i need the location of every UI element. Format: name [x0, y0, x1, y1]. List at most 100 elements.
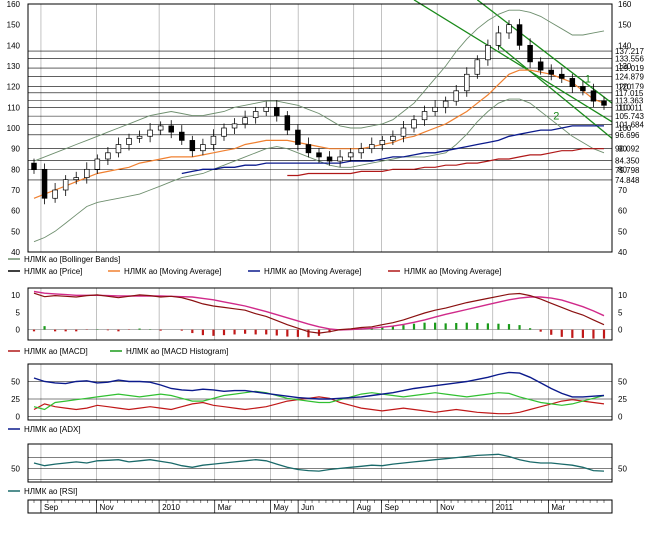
price-level-bg-10 [613, 130, 649, 139]
adx-line [33, 371, 605, 400]
macd-panel: 0 0 5 5 10 10 НЛМК ао [MACD] НЛМК ао [MACD Hist… [8, 287, 627, 356]
price-tick-right-8: 120 [618, 83, 632, 92]
candle-body-36 [411, 119, 417, 129]
candle-body-35 [400, 127, 407, 137]
price-tick-left-12: 160 [7, 0, 21, 9]
price-level-label-8: 105.743 [615, 112, 644, 121]
bollinger-upper-line [33, 9, 605, 162]
price-level-bg-11 [613, 144, 649, 153]
candle-body-27 [316, 152, 322, 158]
candle-body-7 [105, 152, 111, 160]
price-level-bg-0 [613, 47, 649, 56]
price-level-bg-4 [613, 82, 649, 91]
price-level-bg-9 [613, 120, 649, 129]
candle-body-10 [136, 135, 143, 139]
candle-body-15 [189, 140, 196, 152]
candle-body-45 [506, 24, 512, 34]
price-level-label-6: 113.363 [615, 96, 644, 105]
price-tick-right-12: 160 [618, 0, 632, 9]
price-tick-right-7: 110 [618, 103, 631, 112]
price-level-label-1: 133.556 [615, 55, 644, 64]
time-axis-label-1: Nov [100, 503, 114, 512]
macd-tick-right-2: 10 [618, 291, 627, 300]
candle-body-53 [590, 90, 597, 102]
candle-body-23 [274, 106, 280, 116]
price-tick-left-0: 40 [11, 248, 20, 257]
price-legend-row2-label-2: НЛМК ао [Moving Average] [264, 267, 361, 276]
candle-body-9 [126, 137, 132, 145]
candle-body-4 [73, 177, 79, 181]
candle-body-12 [157, 125, 164, 131]
time-axis: Sep Nov 2010 Mar May Jun Aug Sep Nov 2011 Mar [27, 499, 613, 514]
price-tick-left-2: 60 [11, 207, 20, 216]
candle-body-38 [432, 106, 438, 112]
macd-tick-left-0: 0 [16, 326, 21, 335]
time-axis-label-3: Mar [218, 503, 232, 512]
macd-frame [27, 287, 613, 341]
candle-body-3 [62, 179, 69, 191]
ma-fast-line [33, 69, 605, 199]
time-axis-label-2: 2010 [162, 503, 180, 512]
price-level-label-7: 110.011 [615, 103, 643, 112]
channel-line-upper [413, 0, 613, 123]
price-level-bg-5 [613, 88, 649, 97]
candle-body-39 [442, 100, 449, 108]
price-level-label-4: 120.179 [615, 82, 644, 91]
candle-body-44 [495, 32, 502, 46]
time-axis-label-0: Sep [44, 503, 59, 512]
time-axis-label-9: 2011 [496, 503, 514, 512]
price-level-label-12: 84.350 [615, 156, 640, 165]
price-tick-right-2: 60 [618, 207, 627, 216]
price-legend-row1-label-0: НЛМК ао [Bollinger Bands] [24, 255, 120, 264]
price-level-bg-14 [613, 175, 649, 184]
adx-tick-right-0: 0 [618, 413, 623, 422]
candle-body-31 [358, 148, 364, 154]
channel-line-middle [476, 0, 613, 104]
price-tick-left-1: 50 [11, 227, 20, 236]
price-frame [27, 3, 613, 253]
price-tick-right-6: 100 [618, 124, 632, 133]
price-tick-right-1: 50 [618, 227, 627, 236]
adx-frame [27, 363, 613, 421]
macd-tick-right-0: 0 [618, 326, 623, 335]
time-axis-label-7: Sep [385, 503, 400, 512]
candle-body-0 [31, 162, 37, 170]
price-tick-right-4: 80 [618, 165, 627, 174]
macd-tick-left-1: 5 [16, 308, 21, 317]
price-level-label-0: 137.217 [615, 47, 644, 56]
rsi-legend-label-0: НЛМК ао [RSI] [24, 487, 77, 496]
candle-body-49 [548, 69, 554, 75]
candle-body-26 [305, 144, 312, 154]
price-level-bg-7 [613, 103, 649, 112]
price-level-bg-3 [613, 72, 649, 81]
price-level-label-9: 101.684 [615, 121, 644, 130]
channel-label-2: 2 [553, 111, 559, 123]
time-axis-label-6: Aug [357, 503, 371, 512]
time-axis-label-4: May [273, 503, 288, 512]
rsi-frame [27, 443, 613, 483]
candle-body-2 [52, 189, 58, 199]
macd-line [33, 292, 605, 334]
price-legend-row2-label-3: НЛМК ао [Moving Average] [404, 267, 501, 276]
candle-body-24 [284, 115, 291, 131]
price-level-label-3: 124.879 [615, 73, 644, 82]
price-tick-left-8: 120 [7, 83, 21, 92]
price-legend-row2-label-0: НЛМК ао [Price] [24, 267, 82, 276]
macd-tick-right-1: 5 [618, 308, 623, 317]
candle-body-46 [516, 24, 523, 46]
candle-body-20 [242, 117, 248, 125]
price-level-label-5: 117.015 [615, 89, 644, 98]
macd-legend-label-0: НЛМК ао [MACD] [24, 347, 88, 356]
candle-body-29 [337, 156, 343, 162]
time-axis-label-5: Jun [301, 503, 314, 512]
price-tick-left-9: 130 [7, 62, 21, 71]
candle-body-52 [580, 86, 586, 92]
candle-body-42 [474, 59, 481, 75]
candle-body-22 [263, 106, 269, 112]
price-tick-left-3: 70 [11, 186, 20, 195]
price-panel: 137.217133.556129.019124.879120.179117.0… [7, 0, 649, 276]
candle-body-1 [41, 168, 48, 199]
candle-body-48 [537, 61, 544, 71]
price-legend-row2-label-1: НЛМК ао [Moving Average] [124, 267, 221, 276]
candle-body-43 [485, 44, 491, 61]
